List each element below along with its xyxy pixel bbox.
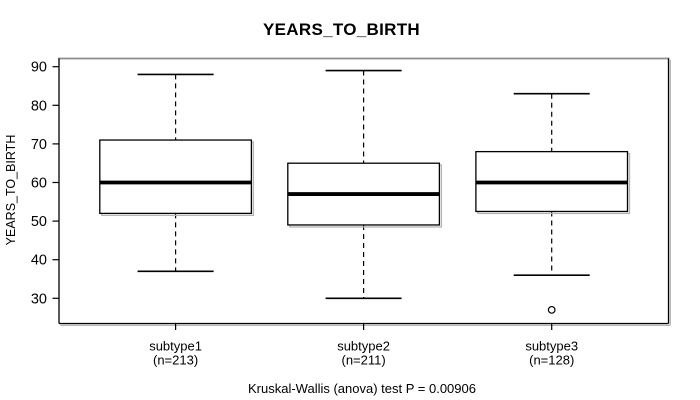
y-tick-label: 90 (31, 60, 47, 76)
group-sublabel: (n=128) (529, 353, 574, 368)
chart-title: YEARS_TO_BIRTH (263, 20, 420, 39)
y-tick-label: 70 (31, 137, 47, 153)
group-label: subtype3 (525, 339, 578, 354)
group-label: subtype1 (149, 339, 202, 354)
y-tick-label: 50 (31, 214, 47, 230)
y-tick-label: 60 (31, 176, 47, 192)
y-tick-label: 40 (31, 253, 47, 269)
group-sublabel: (n=211) (341, 353, 385, 368)
boxplot-group-subtype3: subtype3(n=128) (475, 92, 631, 368)
stats-annotation: Kruskal-Wallis (anova) test P = 0.00906 (248, 381, 476, 396)
outlier-point (547, 305, 556, 314)
group-label: subtype2 (337, 339, 390, 354)
y-tick-label: 30 (31, 291, 47, 307)
y-tick-label: 80 (31, 98, 47, 114)
iqr-box (99, 139, 253, 215)
group-sublabel: (n=213) (153, 353, 198, 368)
boxplot-group-subtype2: subtype2(n=211) (287, 69, 443, 368)
boxplot-group-subtype1: subtype1(n=213) (99, 73, 255, 368)
